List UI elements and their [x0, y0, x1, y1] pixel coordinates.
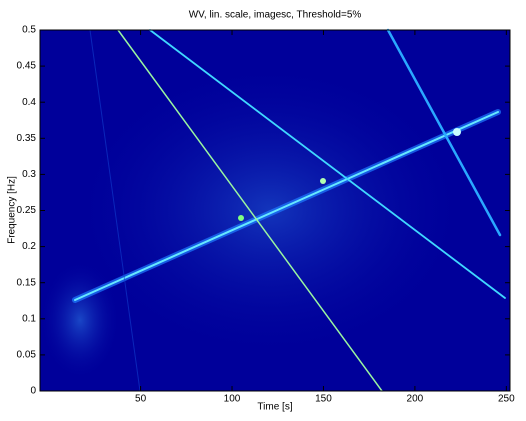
y-tick-label: 0.3 — [22, 169, 36, 180]
x-tick-label: 250 — [498, 394, 515, 405]
y-tick-label: 0 — [30, 386, 36, 397]
y-tick-label: 0.35 — [17, 133, 37, 144]
y-tick-label: 0.5 — [22, 25, 36, 36]
y-tick-label: 0.25 — [17, 205, 37, 216]
y-tick-label: 0.05 — [17, 350, 37, 361]
y-tick-label: 0.15 — [17, 277, 37, 288]
chart-title: WV, lin. scale, imagesc, Threshold=5% — [189, 10, 362, 21]
x-tick-label: 100 — [224, 394, 241, 405]
y-axis-label: Frequency [Hz] — [7, 176, 18, 244]
x-tick-label: 150 — [315, 394, 332, 405]
x-tick-label: 50 — [135, 394, 147, 405]
x-axis-label: Time [s] — [257, 402, 292, 413]
wigner-ville-image — [40, 28, 506, 392]
y-tick-label: 0.2 — [22, 241, 36, 252]
y-tick-label: 0.45 — [17, 61, 37, 72]
y-tick-label: 0.4 — [22, 97, 36, 108]
x-tick-label: 200 — [407, 394, 424, 405]
y-tick-label: 0.1 — [22, 313, 36, 324]
